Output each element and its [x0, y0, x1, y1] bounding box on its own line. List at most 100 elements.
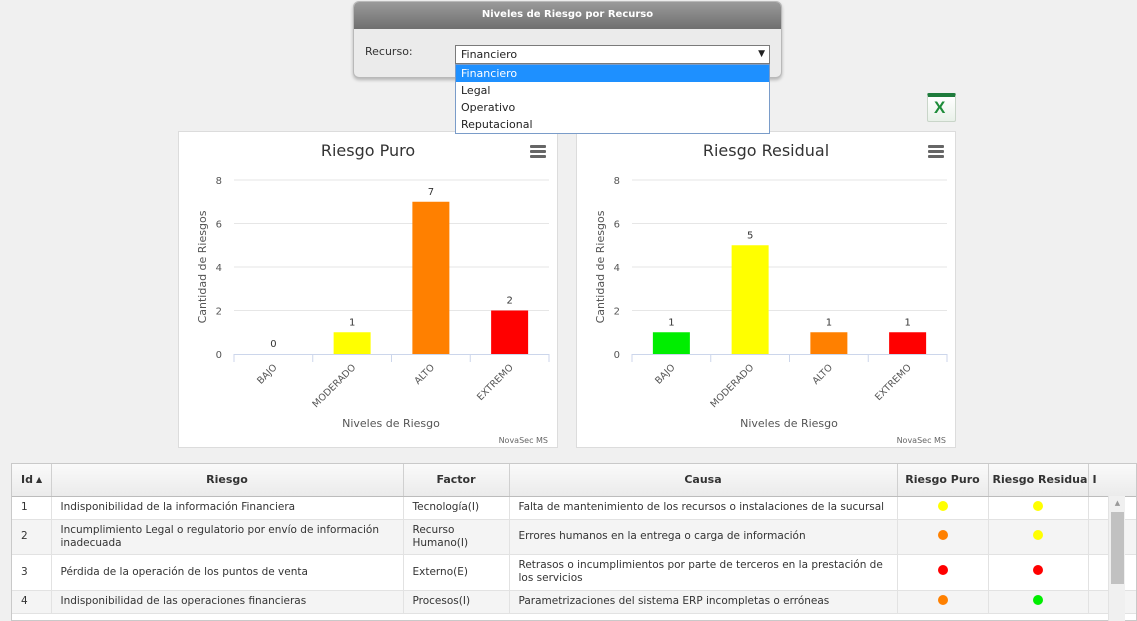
cell-riesgo: Indisponibilidad de las operaciones fina… [51, 590, 404, 614]
cell-id: 4 [12, 590, 52, 614]
cell-riesgo-residual [988, 590, 1089, 614]
table-header-row: Id ▲ Riesgo Factor Causa Riesgo Puro Ries… [12, 464, 1136, 497]
chart-riesgo-residual-svg: Riesgo Residual 0 2 4 6 8 Cantidad de Riesgos 1… [594, 141, 948, 445]
recurso-label: Recurso: [365, 45, 413, 58]
chart-credit: NovaSec MS [499, 436, 548, 445]
cell-riesgo-residual [988, 554, 1089, 591]
data-label: 2 [506, 296, 512, 307]
y-axis-title: Cantidad de Riesgos [594, 210, 607, 323]
riesgos-table: Id ▲ Riesgo Factor Causa Riesgo Puro Ries… [11, 463, 1137, 621]
column-header-riesgo[interactable]: Riesgo [51, 464, 404, 497]
chart-riesgo-puro-svg: Riesgo Puro 0 2 4 6 8 Cantidad de Riesgos 0 BAJO… [196, 141, 550, 445]
panel-title: Niveles de Riesgo por Recurso [354, 2, 781, 29]
x-tick-label: BAJO [653, 362, 677, 386]
chart-riesgo-puro: Riesgo Puro 0 2 4 6 8 Cantidad de Riesgos 0 BAJO… [178, 131, 558, 448]
cell-riesgo-puro [897, 590, 989, 614]
y-tick-label: 0 [216, 350, 222, 361]
x-axis-title: Niveles de Riesgo [740, 417, 838, 430]
risk-level-dot [1033, 565, 1043, 575]
table-row[interactable]: 1 Indisponibilidad de la información Fin… [12, 496, 1136, 520]
y-axis-title: Cantidad de Riesgos [196, 210, 209, 323]
x-tick-label: MODERADO [709, 362, 757, 410]
chart-credit: NovaSec MS [897, 436, 946, 445]
column-header-id[interactable]: Id ▲ [12, 464, 52, 497]
cell-causa: Falta de mantenimiento de los recursos o… [509, 496, 898, 520]
cell-riesgo-puro [897, 554, 989, 591]
x-tick-label: ALTO [810, 362, 835, 387]
y-tick-label: 4 [614, 263, 620, 274]
cell-causa: Retrasos o incumplimientos por parte de … [509, 554, 898, 591]
y-tick-label: 6 [614, 220, 620, 231]
recurso-dropdown-list: Financiero Legal Operativo Reputacional [455, 64, 770, 134]
chart-title: Riesgo Puro [321, 141, 415, 160]
data-label: 0 [270, 339, 276, 350]
risk-level-dot [937, 594, 948, 605]
cell-factor: Externo(E) [403, 554, 510, 591]
excel-icon: X [934, 98, 946, 117]
data-label: 1 [668, 317, 674, 328]
column-header-factor[interactable]: Factor [403, 464, 510, 497]
recurso-select[interactable]: Financiero ▼ [455, 45, 770, 64]
y-tick-label: 8 [614, 176, 620, 187]
bar-extremo [889, 332, 927, 354]
y-tick-label: 2 [614, 307, 620, 318]
cell-riesgo-puro [897, 519, 989, 555]
recurso-option-financiero[interactable]: Financiero [456, 65, 769, 82]
y-tick-label: 6 [216, 220, 222, 231]
cell-factor: Tecnología(I) [403, 496, 510, 520]
recurso-select-value: Financiero [461, 48, 518, 61]
table-row[interactable]: 2 Incumplimiento Legal o regulatorio por… [12, 519, 1136, 555]
cell-causa: Parametrizaciones del sistema ERP incomp… [509, 590, 898, 614]
menu-icon[interactable] [928, 145, 944, 158]
cell-riesgo: Indisponibilidad de la información Finan… [51, 496, 404, 520]
bar-extremo [491, 310, 529, 354]
x-tick-label: EXTREMO [873, 362, 914, 403]
cell-factor: Procesos(I) [403, 590, 510, 614]
risk-level-dot [937, 565, 948, 575]
risk-level-dot [1033, 500, 1043, 511]
risk-level-dot [937, 500, 948, 511]
x-tick-label: BAJO [255, 362, 279, 386]
x-tick-label: MODERADO [311, 362, 359, 410]
chevron-down-icon: ▼ [758, 49, 765, 59]
recurso-option-operativo[interactable]: Operativo [461, 101, 516, 114]
data-label: 1 [904, 317, 910, 328]
cell-riesgo-residual [988, 496, 1089, 520]
x-tick-label: ALTO [412, 362, 437, 387]
column-header-riesgo-residual[interactable]: Riesgo Residual [988, 464, 1089, 497]
chart-title: Riesgo Residual [703, 141, 829, 160]
column-header-extra[interactable]: I [1088, 464, 1136, 497]
table-row[interactable]: 4 Indisponibilidad de las operaciones fi… [12, 590, 1136, 614]
cell-riesgo: Pérdida de la operación de los puntos de… [51, 554, 404, 591]
column-header-causa[interactable]: Causa [509, 464, 898, 497]
cell-id: 1 [12, 496, 52, 520]
y-tick-label: 4 [216, 263, 222, 274]
x-tick-label: EXTREMO [475, 362, 516, 403]
cell-riesgo-residual [988, 519, 1089, 555]
table-row[interactable]: 3 Pérdida de la operación de los puntos … [12, 554, 1136, 591]
data-label: 5 [747, 230, 753, 241]
risk-level-dot [937, 529, 948, 540]
menu-icon[interactable] [530, 145, 546, 158]
filter-panel: Niveles de Riesgo por Recurso Recurso: F… [353, 1, 782, 78]
cell-id: 2 [12, 519, 52, 555]
sort-asc-icon: ▲ [35, 475, 43, 485]
chart-riesgo-residual: Riesgo Residual 0 2 4 6 8 Cantidad de Riesgos 1… [576, 131, 956, 448]
scroll-up-icon[interactable]: ▲ [1114, 499, 1121, 507]
export-excel-button[interactable]: X [927, 93, 956, 122]
y-tick-label: 8 [216, 176, 222, 187]
cell-causa: Errores humanos en la entrega o carga de… [509, 519, 898, 555]
data-label: 1 [349, 317, 355, 328]
risk-level-dot [1033, 594, 1043, 605]
recurso-option-legal[interactable]: Legal [461, 84, 491, 97]
x-axis-title: Niveles de Riesgo [342, 417, 440, 430]
risk-level-dot [1033, 529, 1043, 540]
data-label: 7 [428, 187, 434, 198]
recurso-option-reputacional[interactable]: Reputacional [461, 118, 533, 131]
column-header-riesgo-puro[interactable]: Riesgo Puro [897, 464, 989, 497]
cell-id: 3 [12, 554, 52, 591]
scrollbar-thumb[interactable] [1111, 512, 1124, 584]
table-scrollbar[interactable]: ▲ [1108, 496, 1125, 621]
cell-riesgo: Incumplimiento Legal o regulatorio por e… [51, 519, 404, 555]
cell-riesgo-puro [897, 496, 989, 520]
